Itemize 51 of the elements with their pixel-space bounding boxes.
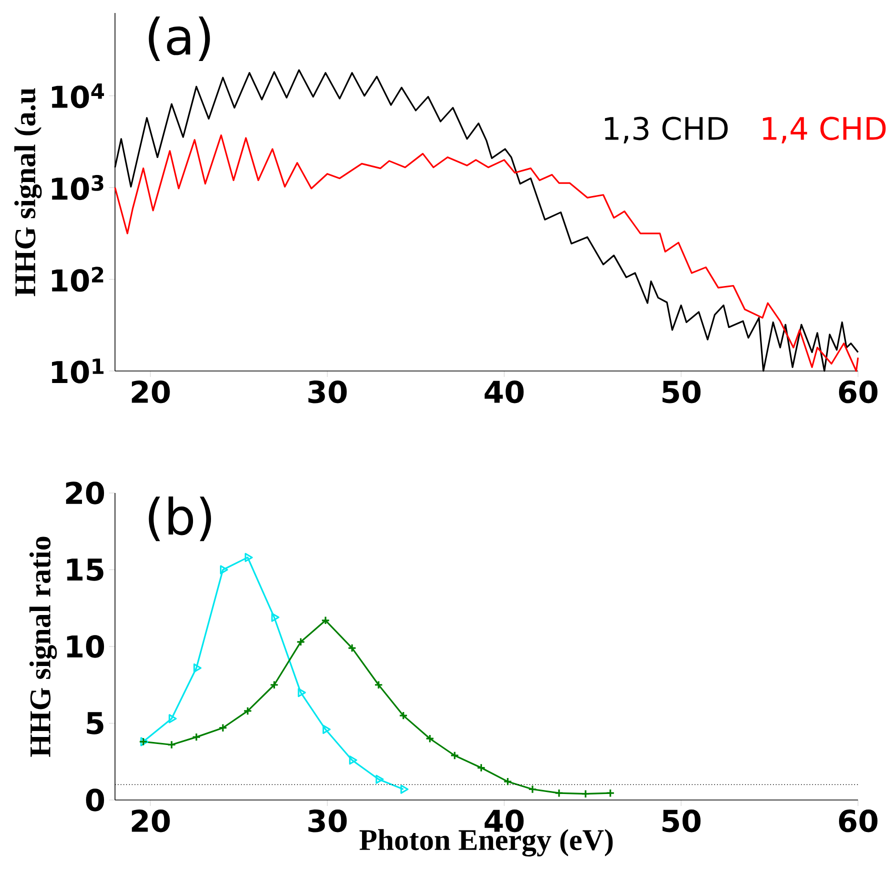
point [220,565,228,574]
point [243,706,252,716]
point [168,714,177,724]
point [270,680,279,690]
x-tick-label: 50 [662,380,701,404]
text: 1,3 CHD [604,116,728,144]
point [322,724,331,734]
point [476,763,486,772]
point [167,740,176,750]
point [398,711,408,720]
point [298,688,306,698]
point [321,616,330,625]
point [400,784,409,794]
y-tick-label: 10$^{3}$ [52,175,104,200]
point [374,680,383,690]
x-tick-label: 20 [132,810,170,832]
x-tick-label: 50 [662,810,701,832]
y-axis-title: HHG signal ratio [29,536,57,757]
point [348,644,356,652]
x-tick-label: 20 [132,380,170,404]
point [218,723,228,732]
point [244,552,253,562]
text: 1,4 CHD [762,116,886,144]
x-tick-label: 30 [308,380,347,404]
annotation: (a) [148,16,210,62]
y-axis-title: HHG signal (a.u [14,88,42,296]
point [528,784,537,794]
y-tick-label: 5 [86,712,104,734]
y-tick-label: 10$^{1}$ [52,358,104,384]
point [192,732,201,742]
point [376,774,384,784]
point [581,789,590,798]
point [271,612,280,622]
point [349,756,358,765]
y-tick-label: 10$^{4}$ [52,83,104,108]
y-tick-label: 15 [67,558,104,581]
point [503,777,512,786]
point [193,663,202,673]
point [425,734,434,743]
x-tick-label: 30 [308,810,347,832]
x-tick-label: 60 [839,380,878,404]
point [554,788,564,798]
y-tick-label: 10$^{2}$ [52,266,104,292]
annotation: (b) [148,496,212,542]
point [450,751,460,760]
x-tick-label: 60 [839,810,878,832]
x-tick-label: 40 [484,380,524,404]
y-tick-label: 0 [86,788,104,812]
y-tick-label: 20 [66,482,104,504]
y-tick-label: 10 [67,635,104,658]
point [296,637,306,646]
